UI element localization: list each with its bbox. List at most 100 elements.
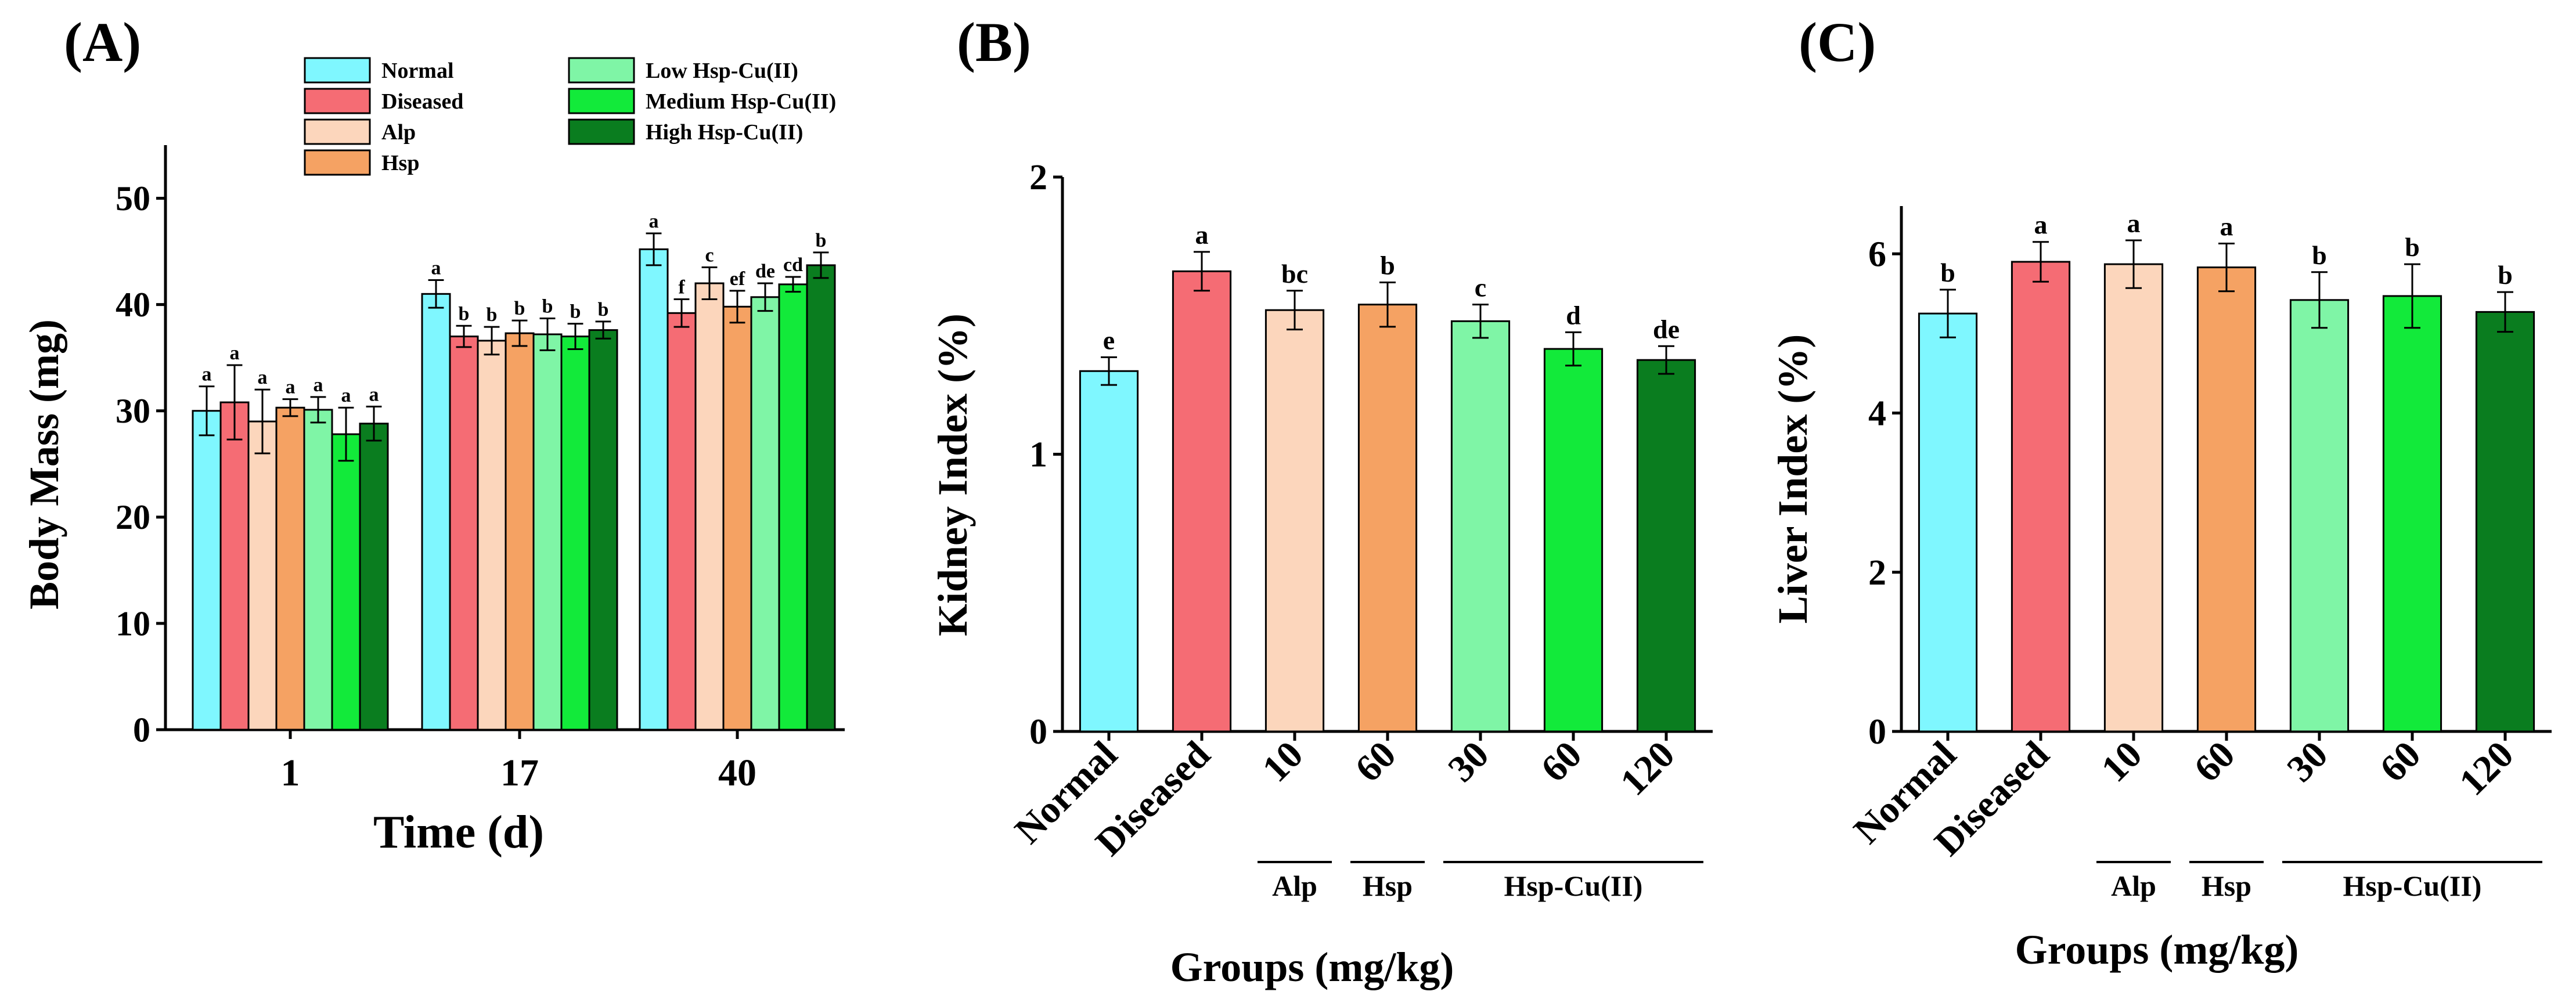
- panel-a-bar: [247, 420, 278, 731]
- panel-b-significance-label: c: [1475, 273, 1486, 302]
- panel-a-legend-label: Normal: [381, 59, 454, 83]
- panel-b-significance-label: a: [1195, 220, 1209, 250]
- panel-c-y-tick-label: 0: [1868, 712, 1886, 752]
- panel-a-significance-label: de: [755, 261, 775, 282]
- panel-b-bar: [1450, 320, 1511, 733]
- panel-a-significance-label: a: [202, 364, 212, 385]
- panel-a-bar: [359, 423, 389, 731]
- panel-a-x-tick-label: 1: [281, 752, 300, 794]
- panel-b-x-tick-label: 60: [1347, 733, 1404, 790]
- panel-b-bar: [1079, 370, 1139, 733]
- panel-a-bar: [666, 312, 697, 731]
- panel-a-bar: [505, 332, 535, 731]
- panel-a-significance-label: ef: [730, 268, 745, 290]
- panel-a-y-tick-label: 40: [116, 286, 150, 324]
- panel-a-bar: [722, 305, 752, 731]
- panel-a-bar: [477, 340, 507, 731]
- panel-a-legend-label: Low Hsp-Cu(II): [646, 59, 798, 83]
- panel-c-x-tick-label: 10: [2093, 733, 2150, 790]
- panel-a-significance-label: b: [542, 295, 553, 317]
- panel-b-bar: [1636, 359, 1696, 733]
- panel-c-significance-label: b: [2405, 232, 2420, 262]
- panel-a-significance-label: b: [459, 303, 470, 324]
- panel-a-bar: [275, 406, 305, 731]
- panel-c-letter: (C): [1799, 11, 1876, 73]
- panel-b-y-tick-label: 1: [1029, 435, 1047, 475]
- panel-b-significance-label: b: [1380, 250, 1395, 280]
- panel-c-bar: [1918, 312, 1978, 733]
- panel-a-legend-swatch: [304, 118, 371, 145]
- panel-c-group-label: Hsp-Cu(II): [2343, 870, 2482, 902]
- panel-c-y-axis-title: Liver Index (%): [1770, 334, 1816, 624]
- panel-a-legend-swatch: [304, 149, 371, 176]
- panel-a-legend: Normal Diseased Alp Hsp Low Hsp-Cu(II) Medium…: [304, 57, 836, 176]
- panel-a-bar: [192, 410, 222, 731]
- panel-a-bar: [303, 409, 333, 731]
- panel-b-x-tick-label: 120: [1612, 733, 1683, 804]
- panel-a-bar: [778, 283, 808, 731]
- panel-a-bar: [449, 336, 479, 731]
- panel-c-x-tick-label: 30: [2279, 733, 2336, 790]
- panel-a-bar: [639, 248, 669, 731]
- panel-a-legend-label: Alp: [381, 120, 416, 145]
- panel-a-legend-label: Medium Hsp-Cu(II): [646, 89, 836, 114]
- panel-a-y-tick-label: 20: [116, 498, 150, 536]
- panel-b-kidney-index-chart: (B) 012eNormalaDiseasedbc10b60c30d60de12…: [929, 11, 1713, 990]
- panel-b-x-tick-label: 30: [1440, 733, 1497, 790]
- panel-a-legend-swatch: [568, 57, 635, 84]
- panel-b-x-tick-label: 10: [1254, 733, 1311, 790]
- panel-b-bar: [1357, 304, 1418, 733]
- panel-b-x-axis-title: Groups (mg/kg): [1170, 944, 1454, 990]
- panel-b-significance-label: bc: [1281, 259, 1308, 289]
- panel-a-legend-label: Hsp: [381, 151, 419, 175]
- panel-c-bar: [2289, 299, 2350, 733]
- panel-a-bar: [750, 296, 780, 731]
- panel-a-significance-label: a: [286, 377, 296, 398]
- panel-c-y-tick-label: 2: [1868, 553, 1886, 593]
- panel-b-bar: [1543, 348, 1604, 733]
- panel-b-y-tick-label: 2: [1029, 158, 1047, 197]
- panel-a-bar: [532, 333, 563, 731]
- panel-c-bar: [2196, 266, 2257, 733]
- panel-c-bar: [2382, 295, 2442, 733]
- panel-b-bar: [1264, 309, 1325, 733]
- panel-c-x-tick-label: 120: [2451, 733, 2522, 804]
- panel-c-y-tick-label: 6: [1868, 235, 1886, 274]
- panel-c-group-label: Hsp: [2202, 870, 2251, 902]
- panel-b-plot: 012eNormalaDiseasedbc10b60c30d60de120Alp…: [1007, 158, 1713, 902]
- panel-a-significance-label: c: [705, 245, 714, 266]
- panel-a-bar: [588, 329, 618, 731]
- panel-c-significance-label: a: [2127, 208, 2141, 238]
- panel-a-significance-label: b: [816, 230, 827, 251]
- panel-b-bar: [1172, 270, 1232, 733]
- panel-a-bar: [560, 336, 590, 731]
- panel-a-significance-label: a: [649, 211, 659, 232]
- panel-b-group-label: Alp: [1272, 870, 1317, 902]
- panel-c-significance-label: a: [2034, 210, 2048, 240]
- panel-a-y-tick-label: 50: [116, 179, 150, 218]
- panel-a-legend-swatch: [304, 88, 371, 114]
- panel-a-legend-label: Diseased: [381, 89, 463, 114]
- panel-a-significance-label: a: [258, 367, 268, 388]
- panel-a-significance-label: b: [570, 301, 581, 323]
- panel-a-x-tick-label: 40: [718, 752, 756, 794]
- panel-a-y-tick-label: 30: [116, 392, 150, 430]
- panel-a-bar: [331, 433, 361, 731]
- panel-b-x-tick-label: 60: [1533, 733, 1590, 790]
- panel-a-y-tick-label: 0: [133, 711, 150, 749]
- panel-c-bar: [2011, 261, 2071, 733]
- panel-c-x-axis-title: Groups (mg/kg): [2015, 926, 2299, 973]
- panel-a-y-axis-title: Body Mass (mg): [21, 319, 67, 610]
- panel-a-significance-label: a: [431, 258, 441, 279]
- panel-a-x-tick-label: 17: [500, 752, 539, 794]
- panel-c-bar: [2475, 311, 2535, 733]
- panel-a-body-mass-chart: (A) Normal Diseased Alp Hsp Low Hsp-Cu(II) Me…: [21, 11, 845, 858]
- panel-a-significance-label: b: [487, 304, 498, 326]
- panel-a-letter: (A): [64, 11, 141, 73]
- panel-a-legend-label: High Hsp-Cu(II): [646, 120, 803, 145]
- panel-c-significance-label: b: [1940, 258, 1955, 287]
- panel-c-significance-label: b: [2498, 260, 2513, 290]
